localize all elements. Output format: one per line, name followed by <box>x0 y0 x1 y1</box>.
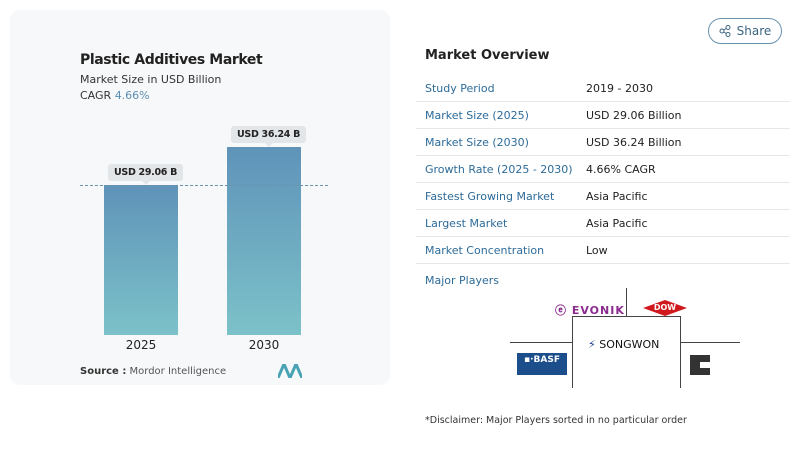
chart-card <box>10 10 390 385</box>
songwon-logo: ⚡ SONGWON <box>588 338 660 351</box>
dow-logo: DOW <box>643 300 687 316</box>
row-value: 4.66% CAGR <box>586 162 656 176</box>
overview-row: Market Size (2030) USD 36.24 Billion <box>416 129 790 156</box>
evonik-logo: ⓔ EVONIK <box>555 304 625 317</box>
overview-row: Market Size (2025) USD 29.06 Billion <box>416 102 790 129</box>
players-logos: ⓔ EVONIK DOW ⚡ SONGWON ▪·BASF <box>510 288 740 388</box>
overview-table: (function(){const d=JSON.parse(document.… <box>416 75 790 264</box>
share-button[interactable]: Share <box>708 18 782 44</box>
share-icon <box>719 25 731 37</box>
source-value: Mordor Intelligence <box>129 366 227 377</box>
row-key: Market Concentration <box>425 243 545 257</box>
row-key: Fastest Growing Market <box>425 189 555 203</box>
row-key: Growth Rate (2025 - 2030) <box>425 162 573 176</box>
cagr-label: CAGR <box>80 89 112 102</box>
overview-row: Growth Rate (2025 - 2030) 4.66% CAGR <box>416 156 790 183</box>
source-label: Source : <box>80 366 127 377</box>
mordor-logo-icon <box>278 364 302 378</box>
cagr: CAGR 4.66% <box>80 89 150 102</box>
row-value: Asia Pacific <box>586 189 648 203</box>
chart-subtitle: Market Size in USD Billion <box>80 73 222 86</box>
overview-row: Study Period 2019 - 2030 <box>416 75 790 102</box>
row-key: Study Period <box>425 81 495 95</box>
data-label: USD 29.06 B <box>108 164 184 185</box>
reference-line <box>80 185 328 186</box>
x-tick-label: 2025 <box>125 338 157 352</box>
clariant-logo <box>690 355 710 375</box>
overview-row: Largest Market Asia Pacific <box>416 210 790 237</box>
share-label: Share <box>736 24 772 38</box>
row-key: Largest Market <box>425 216 508 230</box>
basf-logo: ▪·BASF <box>517 353 567 375</box>
overview-title: Market Overview <box>425 48 550 63</box>
row-value: 2019 - 2030 <box>586 81 653 95</box>
row-key: Market Size (2025) <box>425 108 529 122</box>
row-value: Asia Pacific <box>586 216 648 230</box>
major-players-title: Major Players <box>425 274 499 287</box>
chart-title: Plastic Additives Market <box>80 52 263 68</box>
row-key: Market Size (2030) <box>425 135 529 149</box>
row-value: USD 36.24 Billion <box>586 135 682 149</box>
cagr-value: 4.66% <box>114 89 150 102</box>
source: Source : Mordor Intelligence <box>80 366 226 377</box>
bar-2030 <box>227 147 301 335</box>
overview-row: Fastest Growing Market Asia Pacific <box>416 183 790 210</box>
disclaimer: *Disclaimer: Major Players sorted in no … <box>425 415 687 426</box>
row-value: USD 29.06 Billion <box>586 108 682 122</box>
overview-row: Market Concentration Low <box>416 237 790 264</box>
x-tick-label: 2030 <box>248 338 280 352</box>
row-value: Low <box>586 243 608 257</box>
bar-2025 <box>104 185 178 335</box>
data-label: USD 36.24 B <box>231 126 307 147</box>
